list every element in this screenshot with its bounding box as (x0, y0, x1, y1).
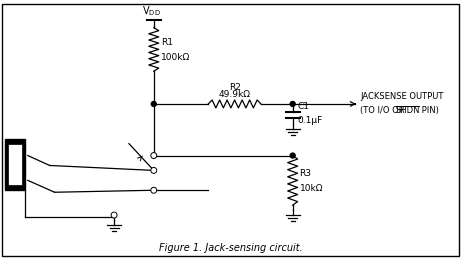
Circle shape (111, 212, 117, 218)
Circle shape (290, 101, 295, 107)
Circle shape (151, 152, 157, 158)
Text: R3: R3 (299, 169, 312, 178)
Text: 10kΩ: 10kΩ (299, 184, 323, 193)
Text: PIN): PIN) (418, 106, 438, 115)
Text: R1: R1 (161, 38, 173, 47)
Text: JACKSENSE OUTPUT: JACKSENSE OUTPUT (360, 92, 444, 101)
Text: C1: C1 (298, 102, 310, 111)
Circle shape (151, 101, 156, 107)
Text: 100kΩ: 100kΩ (161, 53, 190, 62)
Circle shape (151, 167, 157, 173)
Circle shape (290, 153, 295, 158)
Bar (8, 144, 22, 185)
Text: R2: R2 (229, 83, 240, 92)
Text: 0.1μF: 0.1μF (298, 116, 323, 125)
Bar (5, 139, 25, 190)
Circle shape (151, 187, 157, 193)
Text: 49.9kΩ: 49.9kΩ (219, 90, 251, 99)
Text: Figure 1. Jack-sensing circuit.: Figure 1. Jack-sensing circuit. (159, 243, 303, 253)
Text: (TO I/O OR: (TO I/O OR (360, 106, 407, 115)
Text: $\mathregular{V_{DD}}$: $\mathregular{V_{DD}}$ (142, 4, 161, 18)
Text: SHDN: SHDN (396, 106, 420, 115)
